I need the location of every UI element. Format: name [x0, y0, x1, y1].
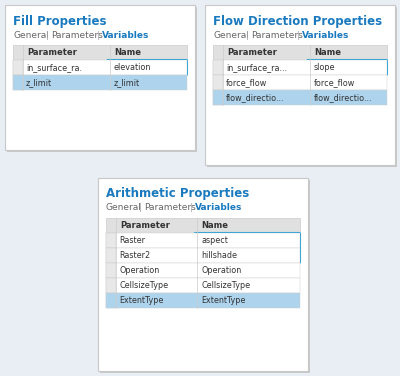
Text: hillshade: hillshade: [202, 251, 238, 260]
FancyBboxPatch shape: [307, 60, 387, 75]
Text: z_limit: z_limit: [114, 78, 140, 87]
Bar: [13, 60, 187, 75]
Text: in_surface_ra...: in_surface_ra...: [226, 63, 287, 72]
Bar: [106, 263, 116, 278]
Bar: [106, 248, 300, 263]
FancyBboxPatch shape: [7, 7, 197, 152]
Text: CellsizeType: CellsizeType: [202, 281, 251, 290]
Bar: [213, 90, 387, 105]
Text: Raster: Raster: [119, 236, 145, 245]
Text: in_surface_ra.: in_surface_ra.: [26, 63, 82, 72]
Text: elevation: elevation: [114, 63, 151, 72]
Text: ExtentType: ExtentType: [202, 296, 246, 305]
Text: Name: Name: [114, 48, 141, 57]
Bar: [106, 218, 300, 233]
Text: Name: Name: [314, 48, 341, 57]
Bar: [213, 60, 387, 75]
Text: Parameter: Parameter: [120, 221, 170, 230]
Text: Fill Properties: Fill Properties: [13, 15, 106, 27]
Text: |: |: [294, 30, 303, 39]
Text: Arithmetic Properties: Arithmetic Properties: [106, 188, 249, 200]
Bar: [13, 45, 187, 60]
Text: force_flow: force_flow: [314, 78, 355, 87]
Text: force_flow: force_flow: [226, 78, 267, 87]
Bar: [213, 75, 387, 90]
FancyBboxPatch shape: [5, 5, 195, 150]
Bar: [213, 90, 223, 105]
Text: |: |: [243, 30, 252, 39]
Text: Variables: Variables: [102, 30, 150, 39]
Text: Operation: Operation: [119, 266, 159, 275]
Text: z_limit: z_limit: [26, 78, 52, 87]
Bar: [106, 278, 116, 293]
Bar: [106, 278, 300, 293]
Bar: [13, 60, 23, 75]
Text: Parameters: Parameters: [251, 30, 303, 39]
Text: |: |: [94, 30, 103, 39]
FancyBboxPatch shape: [205, 5, 395, 165]
Text: Parameter: Parameter: [27, 48, 77, 57]
Bar: [106, 233, 300, 248]
Bar: [106, 248, 116, 263]
Text: ExtentType: ExtentType: [119, 296, 163, 305]
FancyBboxPatch shape: [98, 178, 308, 371]
Bar: [13, 75, 187, 90]
FancyBboxPatch shape: [207, 7, 397, 167]
Bar: [106, 233, 116, 248]
Bar: [106, 293, 300, 308]
Text: |: |: [43, 30, 52, 39]
Text: |: |: [136, 203, 145, 212]
Text: Parameters: Parameters: [51, 30, 103, 39]
Bar: [213, 75, 223, 90]
Text: |: |: [187, 203, 196, 212]
Text: Parameters: Parameters: [144, 203, 196, 212]
Bar: [213, 60, 223, 75]
Text: Name: Name: [202, 221, 228, 230]
Text: flow_directio...: flow_directio...: [314, 93, 372, 102]
Text: Flow Direction Properties: Flow Direction Properties: [213, 15, 382, 27]
Bar: [106, 263, 300, 278]
Bar: [106, 293, 116, 308]
Text: Variables: Variables: [195, 203, 242, 212]
Text: slope: slope: [314, 63, 336, 72]
FancyBboxPatch shape: [194, 233, 300, 263]
Text: Raster2: Raster2: [119, 251, 150, 260]
Text: General: General: [13, 30, 49, 39]
FancyBboxPatch shape: [107, 60, 187, 75]
Text: aspect: aspect: [202, 236, 228, 245]
Text: CellsizeType: CellsizeType: [119, 281, 168, 290]
FancyBboxPatch shape: [100, 180, 310, 373]
Text: General: General: [106, 203, 142, 212]
Bar: [13, 75, 23, 90]
Text: flow_directio...: flow_directio...: [226, 93, 284, 102]
Text: Variables: Variables: [302, 30, 350, 39]
Text: General: General: [213, 30, 249, 39]
Bar: [213, 45, 387, 60]
Text: Parameter: Parameter: [227, 48, 277, 57]
Text: Operation: Operation: [202, 266, 242, 275]
